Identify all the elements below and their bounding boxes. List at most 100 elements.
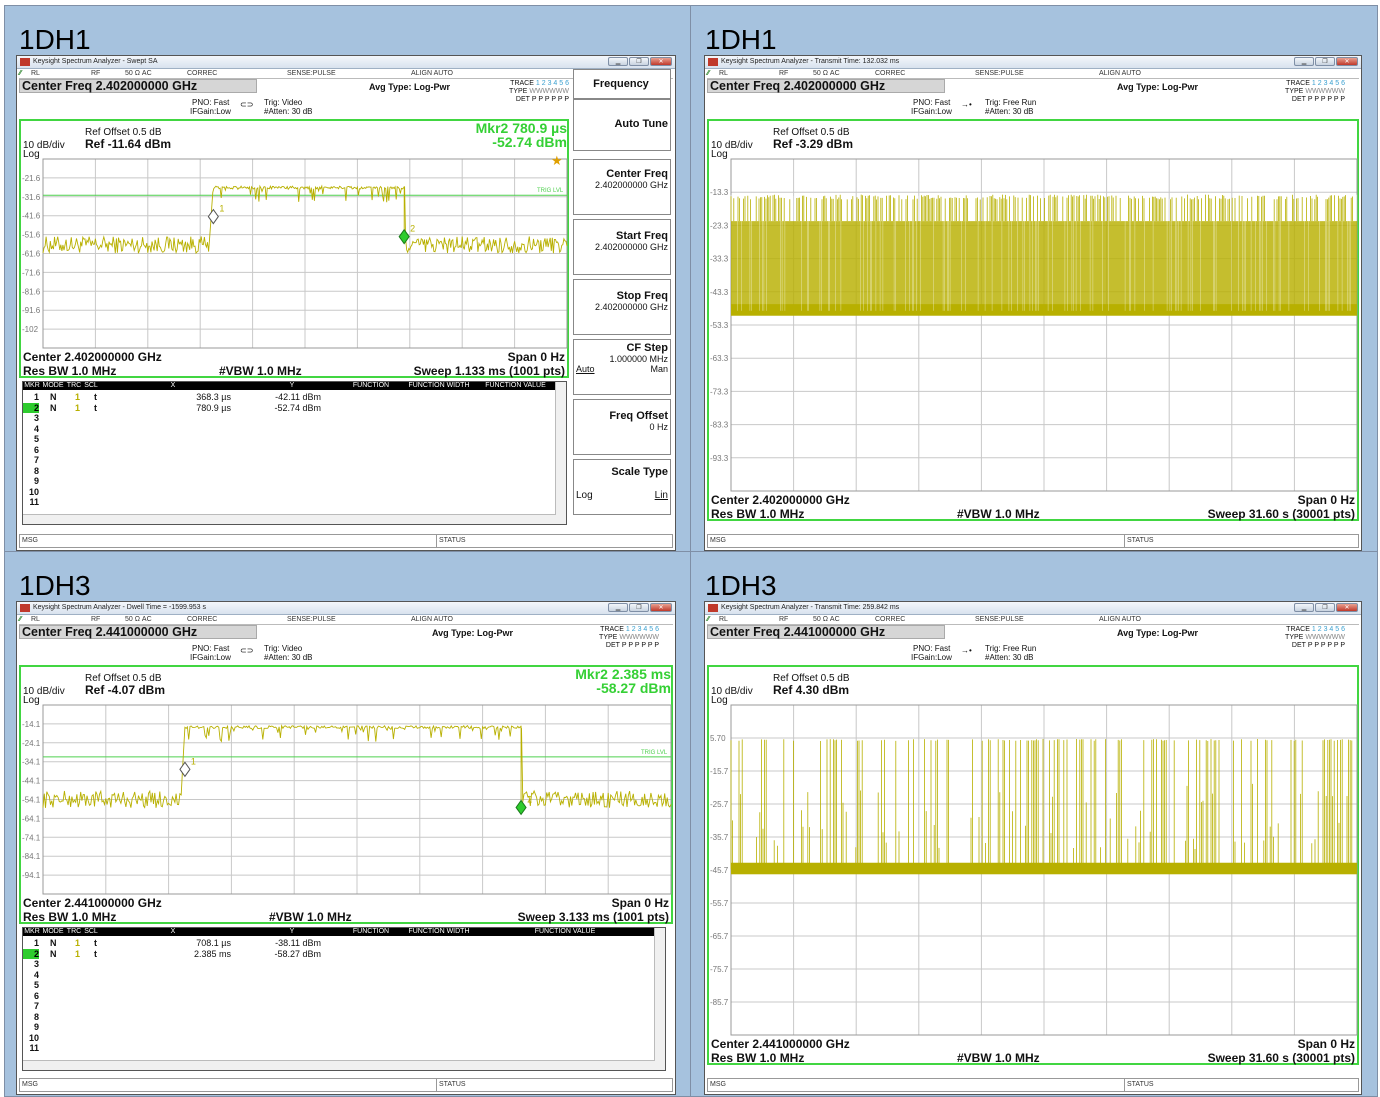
status-label[interactable]: STATUS xyxy=(1124,535,1154,547)
log-label: Log xyxy=(711,695,728,706)
marker-row-empty[interactable]: 6 xyxy=(23,991,655,1002)
marker-row-empty[interactable]: 6 xyxy=(23,445,556,456)
trigger-icon: ⊂⊃ xyxy=(240,646,254,655)
column-header: FUNCTION xyxy=(352,928,390,935)
center-freq-bar[interactable]: Center Freq 2.402000000 GHz xyxy=(19,79,257,93)
marker-row-empty[interactable]: 8 xyxy=(23,466,556,477)
softkey-auto-tune[interactable]: Auto Tune xyxy=(573,99,671,151)
window-titlebar: Keysight Spectrum Analyzer - Swept SA ▁ ❐ ✕ xyxy=(17,56,675,69)
panel-title: 1DH1 xyxy=(19,24,91,55)
softkey-scale-type[interactable]: Scale Type Log Lin xyxy=(573,459,671,515)
softkey-frequency-menu[interactable]: Frequency xyxy=(573,69,671,99)
trace-label: TRACE xyxy=(510,80,534,87)
status-label[interactable]: STATUS xyxy=(436,535,466,547)
softkey-freq-offset[interactable]: Freq Offset 0 Hz xyxy=(573,399,671,455)
status-align: ALIGN AUTO xyxy=(1099,70,1141,77)
table-horizontal-scrollbar[interactable] xyxy=(23,514,556,524)
det-value: P P P P P P xyxy=(531,96,569,103)
column-header: FUNCTION VALUE xyxy=(485,382,546,389)
window-titlebar: Keysight Spectrum Analyzer - Transmit Ti… xyxy=(705,56,1361,69)
column-header: FUNCTION WIDTH xyxy=(408,382,470,389)
y-tick-label: -34.1 xyxy=(22,758,41,767)
marker-row-empty[interactable]: 7 xyxy=(23,455,556,466)
softkey-cf-step[interactable]: CF Step 1.000000 MHz Auto Man xyxy=(573,339,671,395)
softkey-start-freq[interactable]: Start Freq 2.402000000 GHz xyxy=(573,219,671,275)
y-tick-label: -85.7 xyxy=(710,998,729,1007)
minimize-button[interactable]: ▁ xyxy=(1294,603,1314,612)
marker-row[interactable]: 2 N 1 t 2.385 ms -58.27 dBm xyxy=(23,948,655,960)
close-button[interactable]: ✕ xyxy=(1336,603,1358,612)
marker-row-empty[interactable]: 9 xyxy=(23,476,556,487)
marker-number: 9 xyxy=(33,1022,39,1032)
marker-row-empty[interactable]: 3 xyxy=(23,959,655,970)
marker-number: 2 xyxy=(23,948,39,959)
marker-row-empty[interactable]: 11 xyxy=(23,497,556,508)
span-readout: Span 0 Hz xyxy=(507,350,565,364)
table-vertical-scrollbar[interactable] xyxy=(654,928,665,1070)
center-freq-bar[interactable]: Center Freq 2.441000000 GHz xyxy=(19,625,257,639)
marker-row-empty[interactable]: 10 xyxy=(23,1033,655,1044)
restore-button[interactable]: ❐ xyxy=(629,57,649,66)
marker-row-empty[interactable]: 3 xyxy=(23,413,556,424)
trace-numbers: 1 2 3 4 5 6 xyxy=(535,80,569,87)
trace-numbers: 1 2 3 4 5 6 xyxy=(1311,80,1345,87)
cf-auto-label: Auto xyxy=(576,364,595,374)
atten-label: #Atten: 30 dB xyxy=(985,107,1034,116)
trace-floor xyxy=(731,862,1357,875)
marker-row-empty[interactable]: 10 xyxy=(23,487,556,498)
column-header: X xyxy=(170,382,176,389)
center-freq-bar[interactable]: Center Freq 2.441000000 GHz xyxy=(707,625,945,639)
marker-row-empty[interactable]: 4 xyxy=(23,424,556,435)
center-freq-bar[interactable]: Center Freq 2.402000000 GHz xyxy=(707,79,945,93)
marker-row[interactable]: 1 N 1 t 368.3 µs -42.11 dBm xyxy=(23,392,556,403)
app-icon xyxy=(20,58,30,66)
softkey-stop-freq[interactable]: Stop Freq 2.402000000 GHz xyxy=(573,279,671,335)
restore-button[interactable]: ❐ xyxy=(1315,603,1335,612)
column-header: SCL xyxy=(84,928,98,935)
marker-row-empty[interactable]: 5 xyxy=(23,980,655,991)
window-controls: ▁ ❐ ✕ xyxy=(1294,57,1358,67)
trigger-label: Trig: Video xyxy=(264,98,303,107)
marker-scale: t xyxy=(94,392,97,402)
y-tick-label: -43.3 xyxy=(710,288,729,297)
restore-button[interactable]: ❐ xyxy=(1315,57,1335,66)
close-button[interactable]: ✕ xyxy=(650,57,672,66)
app-icon xyxy=(20,604,30,612)
menu-label: Frequency xyxy=(593,78,649,90)
marker-row-empty[interactable]: 11 xyxy=(23,1043,655,1054)
restore-button[interactable]: ❐ xyxy=(629,603,649,612)
minimize-button[interactable]: ▁ xyxy=(608,57,628,66)
marker-row-empty[interactable]: 8 xyxy=(23,1012,655,1023)
marker-row[interactable]: 2 N 1 t 780.9 µs -52.74 dBm xyxy=(23,402,556,414)
minimize-button[interactable]: ▁ xyxy=(608,603,628,612)
minimize-button[interactable]: ▁ xyxy=(1294,57,1314,66)
marker-row-empty[interactable]: 4 xyxy=(23,970,655,981)
y-tick-label: -41.6 xyxy=(22,212,41,221)
marker-readout: Mkr2 780.9 µs xyxy=(475,120,567,136)
marker-y: -52.74 dBm xyxy=(274,402,321,413)
type-value: WWWWWW xyxy=(1305,88,1345,95)
status-label[interactable]: STATUS xyxy=(1124,1079,1154,1091)
softkey-center-freq[interactable]: Center Freq 2.402000000 GHz xyxy=(573,159,671,215)
marker-row-empty[interactable]: 9 xyxy=(23,1022,655,1033)
ifgain-label: IFGain:Low xyxy=(190,107,231,116)
msg-label: MSG xyxy=(22,1081,38,1088)
table-horizontal-scrollbar[interactable] xyxy=(23,1060,655,1070)
scale-type-mode: Log Lin xyxy=(574,490,668,501)
message-bar: MSG STATUS xyxy=(19,1078,673,1092)
close-button[interactable]: ✕ xyxy=(650,603,672,612)
center-freq-readout: Center 2.402000000 GHz xyxy=(711,493,850,507)
status-label[interactable]: STATUS xyxy=(436,1079,466,1091)
marker-number: 8 xyxy=(33,465,39,476)
graph-area: Ref Offset 0.5 dB 10 dB/div Log Ref 4.30 dB… xyxy=(707,665,1359,1065)
marker-row-empty[interactable]: 7 xyxy=(23,1001,655,1012)
close-button[interactable]: ✕ xyxy=(1336,57,1358,66)
column-header: Y xyxy=(289,382,295,389)
rbw-readout: Res BW 1.0 MHz xyxy=(23,910,117,924)
trace-info: TRACE 1 2 3 4 5 6 TYPE WWWWWW DET P P P P P P xyxy=(1271,80,1345,104)
type-label: TYPE xyxy=(509,88,528,95)
table-vertical-scrollbar[interactable] xyxy=(555,382,566,524)
marker-row-empty[interactable]: 5 xyxy=(23,434,556,445)
app-icon xyxy=(708,604,718,612)
marker-row[interactable]: 1 N 1 t 708.1 µs -38.11 dBm xyxy=(23,938,655,949)
